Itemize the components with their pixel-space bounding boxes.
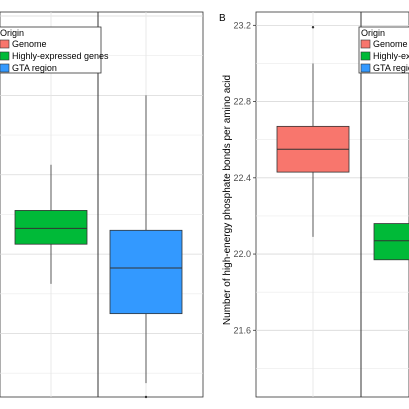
- legend-key-gta-region: [360, 63, 371, 73]
- legend-label-highly-expressed-genes: Highly-expressed genes: [12, 51, 109, 61]
- legend-label-gta-region: GTA region: [373, 63, 409, 73]
- box-gta-region: [109, 95, 183, 399]
- legend-label-genome: Genome: [12, 39, 47, 49]
- panel-b-y-ticks: 21.6 22.0 22.4 22.8 23.2: [233, 20, 256, 335]
- legend-box: [0, 26, 102, 74]
- box-highly-expressed-genes-iqr: [373, 223, 409, 261]
- y-tick-label: 22.4: [233, 173, 251, 183]
- box-gta-region-outlier: [144, 395, 148, 399]
- legend-key-genome: [360, 39, 371, 49]
- legend-label-highly-expressed-genes: Highly-expressed genes: [373, 51, 409, 61]
- legend-label-gta-region: GTA region: [12, 63, 57, 73]
- box-genome-outlier: [311, 26, 315, 29]
- legend-label-genome: Genome: [373, 39, 408, 49]
- box-highly-expressed-genes: [14, 164, 88, 284]
- y-tick-label: 23.2: [233, 20, 251, 30]
- panel-b-boxes: [276, 26, 409, 261]
- panel-b-label: B: [219, 13, 226, 24]
- y-tick-label: 22.8: [233, 97, 251, 107]
- y-tick-label: 22.0: [233, 249, 251, 259]
- legend-key-genome: [0, 39, 10, 49]
- box-gta-region-iqr: [109, 229, 183, 315]
- box-highly-expressed-genes-iqr: [14, 210, 88, 245]
- legend-title: Origin: [361, 28, 385, 38]
- legend-key-gta-region: [0, 63, 10, 73]
- box-genome: [276, 26, 350, 237]
- y-tick-label: 21.6: [233, 325, 251, 335]
- legend-title: Origin: [0, 28, 24, 38]
- panel-a-boxes: [14, 95, 183, 399]
- legend-key-highly-expressed-genes: [0, 51, 10, 61]
- box-highly-expressed-genes: [373, 223, 409, 261]
- panel-b-frame: [255, 11, 409, 398]
- panel-a-frame: [0, 11, 204, 398]
- legend-key-highly-expressed-genes: [360, 51, 371, 61]
- panel-b-y-axis-title: Number of high-energy phosphate bonds pe…: [222, 75, 233, 325]
